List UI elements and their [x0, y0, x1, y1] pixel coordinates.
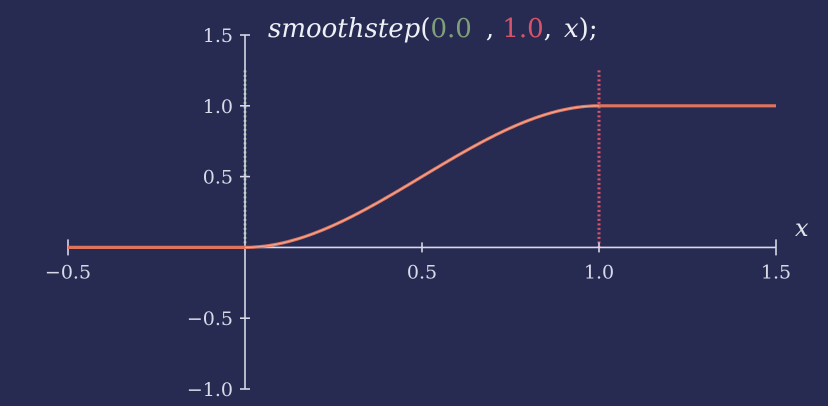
- curve-layer: [68, 104, 776, 249]
- title-close-paren: );: [579, 14, 598, 44]
- y-tick-label: 1.0: [203, 96, 233, 118]
- title-function: smoothstep: [268, 14, 421, 44]
- title-separator-1: ,: [486, 14, 503, 44]
- axes: [67, 34, 777, 390]
- edge-markers: [243, 70, 601, 248]
- title-argument: x: [564, 14, 579, 44]
- y-tick-label: 0.5: [203, 167, 233, 189]
- x-tick-label: 0.5: [407, 261, 437, 283]
- title-open-paren: (: [420, 14, 430, 44]
- title-separator-2: ,: [544, 14, 552, 44]
- chart-title: smoothstep(0.0, 1.0, x);: [268, 14, 598, 44]
- y-tick-label: −0.5: [187, 308, 233, 330]
- x-tick-label: −0.5: [45, 261, 91, 283]
- tick-labels: −0.5 0.5 1.0 1.5 −1.0 −0.5 0.5 1.0 1.5: [45, 25, 791, 401]
- title-edge0: 0.0: [430, 14, 471, 44]
- x-tick-label: 1.5: [761, 261, 791, 283]
- x-axis-label: x: [795, 214, 809, 242]
- y-tick-label: 1.5: [203, 25, 233, 47]
- smoothstep-curve-highlight: [244, 105, 600, 248]
- x-tick-label: 1.0: [584, 261, 614, 283]
- y-tick-label: −1.0: [187, 379, 233, 401]
- title-edge1: 1.0: [502, 14, 543, 44]
